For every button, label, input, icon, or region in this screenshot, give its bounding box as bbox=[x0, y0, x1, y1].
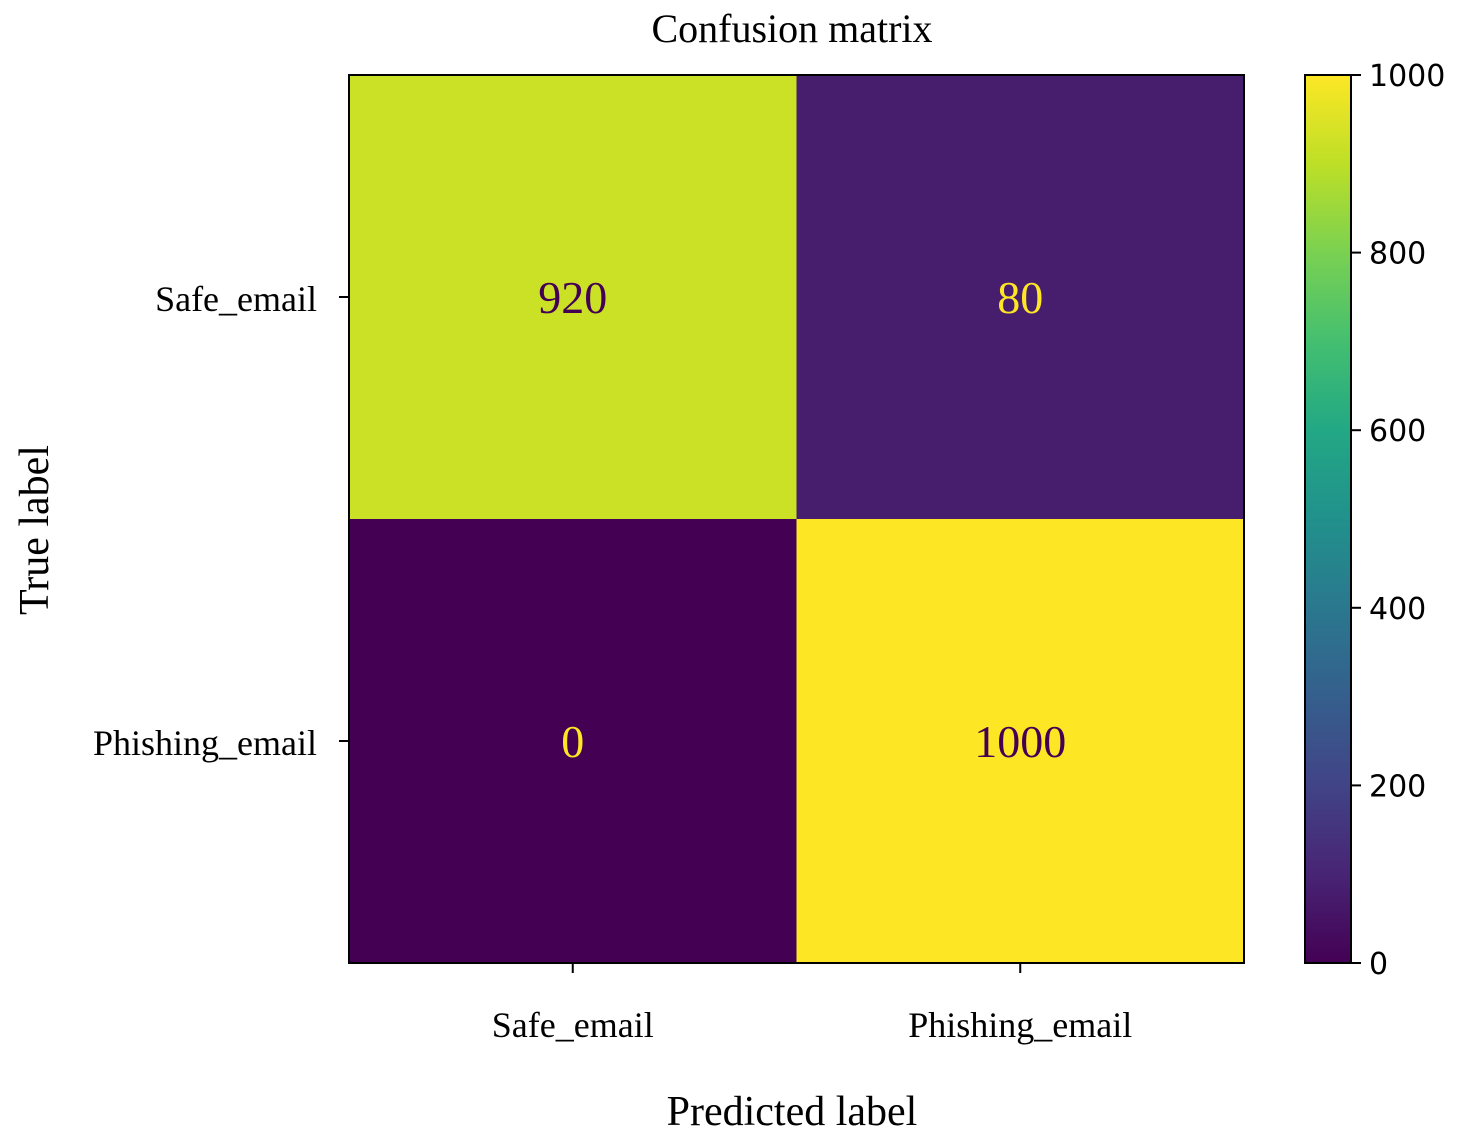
colorbar-tick-label: 800 bbox=[1369, 237, 1426, 272]
colorbar-tick-label: 1000 bbox=[1369, 59, 1445, 94]
colorbar-tick-label: 600 bbox=[1369, 414, 1426, 449]
cell-1-0 bbox=[349, 519, 797, 963]
x-tick-label: Safe_email bbox=[492, 1005, 654, 1045]
y-tick-label: Safe_email bbox=[155, 279, 317, 319]
matrix-cells bbox=[349, 75, 1244, 963]
y-axis-ticks: Safe_email Phishing_email bbox=[93, 279, 349, 763]
matrix-cell-labels: 920 80 0 1000 bbox=[538, 272, 1066, 767]
chart-title: Confusion matrix bbox=[651, 6, 932, 51]
plot-frame bbox=[348, 74, 1245, 964]
y-tick-label: Phishing_email bbox=[93, 723, 317, 763]
cell-value-0-1: 80 bbox=[997, 272, 1043, 323]
y-axis-label: True label bbox=[12, 445, 58, 615]
colorbar-tick-label: 0 bbox=[1369, 947, 1388, 982]
x-tick-label: Phishing_email bbox=[908, 1005, 1132, 1045]
colorbar-ticks: 0 200 400 600 800 1000 bbox=[1351, 59, 1445, 982]
cell-value-1-0: 0 bbox=[561, 716, 584, 767]
colorbar bbox=[1304, 74, 1352, 964]
x-axis-label: Predicted label bbox=[667, 1089, 918, 1135]
cell-0-0 bbox=[349, 75, 797, 519]
cell-1-1 bbox=[796, 519, 1244, 963]
x-axis-ticks: Safe_email Phishing_email bbox=[492, 963, 1132, 1045]
cell-0-1 bbox=[796, 75, 1244, 519]
cell-value-1-1: 1000 bbox=[974, 716, 1066, 767]
colorbar-tick-label: 200 bbox=[1369, 769, 1426, 804]
colorbar-tick-label: 400 bbox=[1369, 592, 1426, 627]
cell-value-0-0: 920 bbox=[538, 272, 607, 323]
